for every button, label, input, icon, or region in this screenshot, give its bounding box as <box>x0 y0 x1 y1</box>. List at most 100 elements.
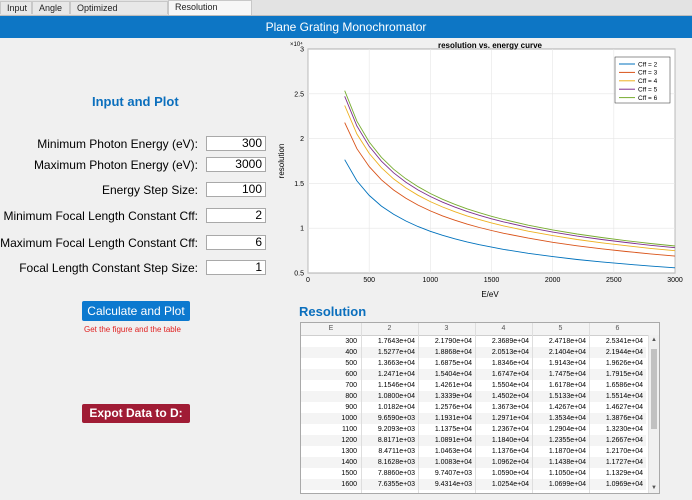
col-header-6: 6 <box>615 325 620 332</box>
table-cell-resolution: 1.1050e+04 <box>548 470 586 477</box>
max-cff-field[interactable]: 6 <box>206 235 266 250</box>
table-cell-resolution: 9.7407e+03 <box>434 470 472 477</box>
table-cell-resolution: 2.0513e+04 <box>491 349 529 356</box>
table-cell-energy: 400 <box>345 349 357 356</box>
max-energy-label: Maximum Photon Energy (eV): <box>33 158 198 172</box>
energy-step-field[interactable]: 100 <box>206 182 266 197</box>
table-cell-energy: 300 <box>345 338 357 345</box>
x-tick-label: 3000 <box>667 277 683 284</box>
scroll-up-icon[interactable]: ▲ <box>651 337 657 343</box>
table-cell-resolution: 1.1727e+04 <box>605 459 643 466</box>
max-energy-field[interactable]: 3000 <box>206 157 266 172</box>
table-cell-resolution: 1.6178e+04 <box>548 382 586 389</box>
x-tick-label: 1000 <box>423 277 439 284</box>
table-cell-resolution: 1.3339e+04 <box>434 393 472 400</box>
legend-label: Cff = 4 <box>638 78 658 85</box>
table-cell-resolution: 1.3673e+04 <box>491 404 529 411</box>
table-cell-resolution: 1.9143e+04 <box>548 360 586 367</box>
table-row[interactable]: 800 1.0800e+04 1.3339e+04 1.4502e+04 1.5133e… <box>301 391 646 402</box>
table-row[interactable]: 1300 8.4711e+03 1.0463e+04 1.1376e+04 1.1870… <box>301 446 646 457</box>
table-cell-energy: 500 <box>345 360 357 367</box>
table-cell-resolution: 1.4627e+04 <box>605 404 643 411</box>
table-cell-resolution: 1.8346e+04 <box>491 360 529 367</box>
table-cell-resolution: 1.1931e+04 <box>434 415 472 422</box>
input-section-title: Input and Plot <box>92 94 179 109</box>
table-cell-resolution: 1.2367e+04 <box>491 426 529 433</box>
scroll-thumb[interactable] <box>651 349 657 429</box>
y-axis-label: resolution <box>277 144 286 179</box>
col-header-5: 5 <box>558 325 563 332</box>
table-cell-resolution: 8.1628e+03 <box>377 459 415 466</box>
table-row[interactable]: 500 1.3663e+04 1.6875e+04 1.8346e+04 1.9143e… <box>301 358 646 369</box>
series-line-cff-3 <box>344 122 676 257</box>
table-cell-resolution: 2.4718e+04 <box>548 338 586 345</box>
table-row[interactable]: 600 1.2471e+04 1.5404e+04 1.6747e+04 1.7475e… <box>301 369 646 380</box>
table-cell-resolution: 1.2170e+04 <box>605 448 643 455</box>
col-header-4: 4 <box>501 325 506 332</box>
table-cell-resolution: 1.0083e+04 <box>434 459 472 466</box>
table-cell-resolution: 1.2667e+04 <box>605 437 643 444</box>
table-cell-resolution: 1.2971e+04 <box>491 415 529 422</box>
table-cell-energy: 600 <box>345 371 357 378</box>
table-cell-resolution: 2.1944e+04 <box>605 349 643 356</box>
table-cell-resolution: 2.1790e+04 <box>434 338 472 345</box>
table-cell-resolution: 1.2471e+04 <box>377 371 415 378</box>
tab-angle[interactable]: Angle <box>32 1 70 14</box>
scroll-down-icon[interactable]: ▼ <box>651 485 657 491</box>
legend-label: Cff = 5 <box>638 87 658 94</box>
table-cell-resolution: 1.1375e+04 <box>434 426 472 433</box>
table-cell-resolution: 1.5277e+04 <box>377 349 415 356</box>
table-row[interactable]: 1400 8.1628e+03 1.0083e+04 1.0962e+04 1.1438… <box>301 457 646 468</box>
y-multiplier: ×10⁴ <box>290 41 303 48</box>
table-row[interactable]: 1500 7.8860e+03 9.7407e+03 1.0590e+04 1.1050… <box>301 468 646 479</box>
table-row[interactable]: 1200 8.8171e+03 1.0891e+04 1.1840e+04 1.2355… <box>301 435 646 446</box>
energy-step-label: Energy Step Size: <box>101 183 198 197</box>
table-cell-resolution: 1.1870e+04 <box>548 448 586 455</box>
table-cell-resolution: 1.1546e+04 <box>377 382 415 389</box>
cff-step-field[interactable]: 1 <box>206 260 266 275</box>
calculate-plot-button[interactable]: Calculate and Plot <box>82 301 190 321</box>
table-row[interactable]: 400 1.5277e+04 1.8868e+04 2.0513e+04 2.1404e… <box>301 347 646 358</box>
cff-step-label: Focal Length Constant Step Size: <box>19 261 198 275</box>
table-cell-resolution: 1.9626e+04 <box>605 360 643 367</box>
tab-input[interactable]: Input <box>0 1 32 14</box>
tab-optimized-resolution[interactable]: Optimized Resolution <box>70 1 168 26</box>
table-cell-energy: 1400 <box>341 459 357 466</box>
table-row[interactable]: 300 1.7643e+04 2.1790e+04 2.3689e+04 2.4718e… <box>301 336 646 347</box>
min-energy-field[interactable]: 300 <box>206 136 266 151</box>
table-cell-resolution: 1.5133e+04 <box>548 393 586 400</box>
tab-resolution-figure[interactable]: Resolution Figure <box>168 0 252 25</box>
x-tick-label: 1500 <box>484 277 500 284</box>
table-cell-resolution: 1.6747e+04 <box>491 371 529 378</box>
min-cff-field[interactable]: 2 <box>206 208 266 223</box>
table-cell-resolution: 1.5504e+04 <box>491 382 529 389</box>
table-cell-resolution: 2.1404e+04 <box>548 349 586 356</box>
table-cell-resolution: 1.2576e+04 <box>434 404 472 411</box>
table-cell-resolution: 7.8860e+03 <box>377 470 415 477</box>
export-data-button[interactable]: Expot Data to D: <box>82 404 190 423</box>
max-cff-label: Maximum Focal Length Constant Cff: <box>0 236 198 250</box>
table-row[interactable]: 1100 9.2093e+03 1.1375e+04 1.2367e+04 1.2904… <box>301 424 646 435</box>
table-cell-energy: 900 <box>345 404 357 411</box>
chart-title: resolution vs. energy curve <box>438 41 543 50</box>
table-cell-resolution: 1.7643e+04 <box>377 338 415 345</box>
app-title-banner: Plane Grating Monochromator <box>0 16 692 38</box>
series-line-cff-5 <box>344 96 676 249</box>
series-line-cff-6 <box>344 90 676 247</box>
y-tick-label: 3 <box>300 47 304 54</box>
table-cell-resolution: 1.7475e+04 <box>548 371 586 378</box>
table-row[interactable]: 700 1.1546e+04 1.4261e+04 1.5504e+04 1.6178e… <box>301 380 646 391</box>
table-cell-energy: 700 <box>345 382 357 389</box>
results-title: Resolution <box>299 304 367 319</box>
table-cell-resolution: 1.4261e+04 <box>434 382 472 389</box>
table-scrollbar[interactable]: ▲ ▼ <box>648 335 659 493</box>
series-lines <box>344 90 676 269</box>
table-row[interactable]: 900 1.0182e+04 1.2576e+04 1.3673e+04 1.4267e… <box>301 402 646 413</box>
table-row[interactable]: 1000 9.6590e+03 1.1931e+04 1.2971e+04 1.3534… <box>301 413 646 424</box>
y-tick-label: 0.5 <box>294 271 304 278</box>
table-cell-resolution: 1.5404e+04 <box>434 371 472 378</box>
table-cell-resolution: 1.0800e+04 <box>377 393 415 400</box>
tab-bar: Input Angle Optimized Resolution Resolut… <box>0 0 692 26</box>
table-row[interactable]: 1600 7.6355e+03 9.4314e+03 1.0254e+04 1.0699… <box>301 479 646 490</box>
